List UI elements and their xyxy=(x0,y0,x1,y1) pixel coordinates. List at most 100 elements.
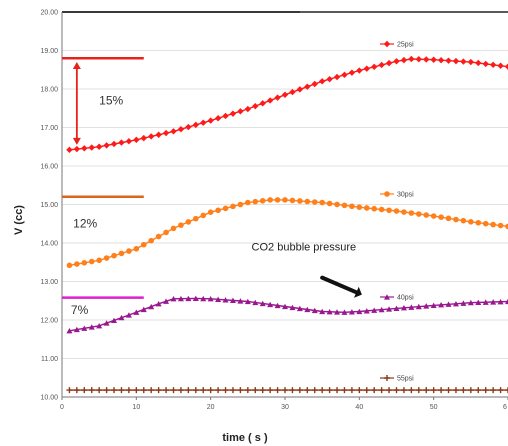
data-point xyxy=(96,387,103,394)
data-point xyxy=(378,206,385,213)
data-point xyxy=(400,56,408,64)
data-point xyxy=(401,209,407,215)
data-point xyxy=(452,387,459,394)
data-point xyxy=(95,143,103,150)
data-point xyxy=(193,215,199,222)
y-tick-label: 14.00 xyxy=(40,241,58,248)
data-point xyxy=(430,213,437,219)
data-point xyxy=(252,387,259,394)
legend-marker xyxy=(383,40,391,48)
data-point xyxy=(185,219,192,225)
data-point xyxy=(400,387,407,394)
data-point xyxy=(482,299,489,305)
x-tick-label: 0 xyxy=(60,404,64,411)
data-point xyxy=(363,387,370,394)
data-point xyxy=(103,320,110,326)
data-point xyxy=(497,298,504,305)
data-point xyxy=(445,387,452,394)
arrow-head-up xyxy=(72,62,81,70)
data-point xyxy=(296,305,303,312)
data-point xyxy=(170,128,177,135)
legend-label: 25psi xyxy=(397,42,414,49)
data-point xyxy=(73,387,80,394)
data-point xyxy=(468,219,474,225)
data-point xyxy=(274,387,281,394)
data-point xyxy=(66,262,73,269)
data-point xyxy=(214,115,222,122)
data-point xyxy=(274,302,281,309)
y-tick-label: 11.00 xyxy=(41,356,58,363)
data-point xyxy=(438,302,445,308)
data-point xyxy=(475,387,482,394)
data-point xyxy=(334,309,341,315)
data-point xyxy=(200,387,207,394)
data-point xyxy=(311,307,318,314)
data-point xyxy=(170,296,177,302)
data-point xyxy=(393,387,400,394)
data-point xyxy=(237,201,244,208)
data-point xyxy=(245,199,251,206)
legend-marker xyxy=(384,375,390,381)
data-point xyxy=(230,203,236,210)
data-point xyxy=(140,241,147,248)
data-point xyxy=(252,198,259,205)
percent-annotation: 15% xyxy=(99,93,123,107)
data-point xyxy=(460,58,467,65)
data-point xyxy=(267,197,273,203)
series-40psi xyxy=(66,295,508,334)
data-point xyxy=(133,387,140,394)
data-point xyxy=(81,145,88,152)
data-point xyxy=(185,123,192,131)
data-point xyxy=(266,97,274,104)
series-line xyxy=(69,297,508,332)
data-point xyxy=(363,205,370,211)
data-point xyxy=(88,324,95,330)
data-point xyxy=(386,387,393,394)
data-point xyxy=(207,209,214,215)
data-point xyxy=(200,212,207,219)
data-point xyxy=(267,387,274,394)
data-point xyxy=(118,139,125,146)
y-tick-label: 16.00 xyxy=(40,164,58,171)
y-tick-label: 10.00 xyxy=(40,395,58,402)
data-point xyxy=(341,71,348,79)
data-point xyxy=(118,387,125,394)
data-point xyxy=(356,387,363,394)
data-point xyxy=(505,298,508,305)
data-point xyxy=(148,133,155,140)
data-point xyxy=(103,387,110,394)
data-point xyxy=(356,67,363,74)
data-point xyxy=(259,387,266,394)
data-point xyxy=(289,88,296,96)
data-point xyxy=(177,125,185,133)
data-point xyxy=(400,305,407,311)
data-point xyxy=(237,298,244,304)
legend-label: 40psi xyxy=(397,295,414,302)
data-point xyxy=(66,327,73,334)
data-point xyxy=(304,306,311,313)
data-point xyxy=(430,302,437,308)
data-point xyxy=(96,322,103,329)
data-point xyxy=(192,295,199,302)
y-tick-labels: 10.00 11.00 12.00 13.00 14.00 15.00 16.00 17.00… xyxy=(40,10,58,402)
data-point xyxy=(445,215,452,222)
x-tick-label: 40 xyxy=(355,404,363,411)
data-point xyxy=(348,387,355,394)
data-point xyxy=(282,387,288,394)
legend-marker xyxy=(384,294,390,300)
data-point xyxy=(111,317,118,323)
legend-label: 55psi xyxy=(397,376,414,383)
data-point xyxy=(497,222,504,229)
data-point xyxy=(125,138,133,145)
data-point xyxy=(133,245,140,252)
data-point xyxy=(244,105,252,113)
data-point xyxy=(393,58,400,65)
data-point xyxy=(140,387,147,394)
y-tick-label: 15.00 xyxy=(40,202,58,209)
data-point xyxy=(252,299,259,306)
data-point xyxy=(126,248,132,254)
data-point xyxy=(229,110,237,117)
percent-annotation: 12% xyxy=(73,217,97,231)
data-point xyxy=(229,297,236,304)
data-point xyxy=(96,257,102,264)
